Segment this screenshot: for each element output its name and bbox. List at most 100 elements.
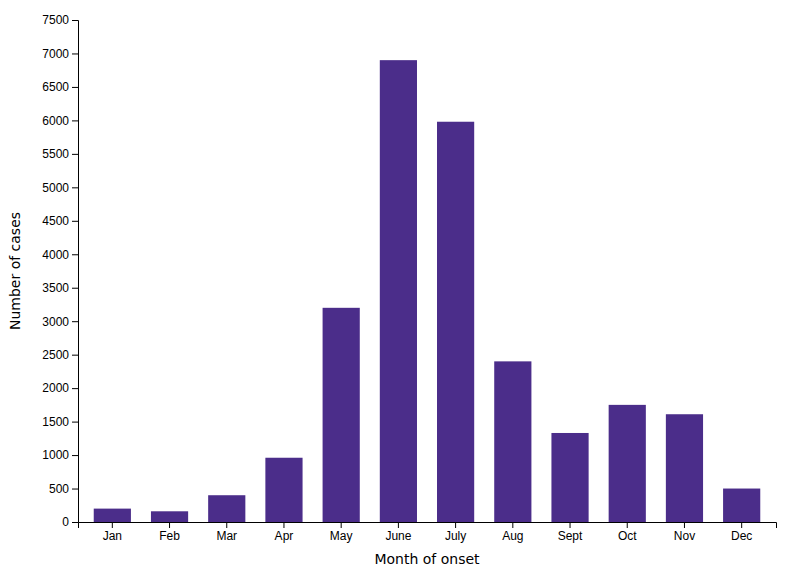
tick-mark: [72, 154, 78, 155]
tick-mark: [72, 522, 78, 523]
tick-label: 7500: [42, 13, 69, 27]
tick-label: 4500: [42, 214, 69, 228]
plot: Jan Feb Mar Apr May June July Aug Sept Oct Nov Dec 0…: [42, 13, 776, 542]
tick-mark: [72, 422, 78, 423]
tick-label: 6500: [42, 80, 69, 94]
tick: Apr: [275, 522, 294, 543]
bar: [380, 60, 417, 522]
tick-mark: [72, 221, 78, 222]
tick-label: Dec: [731, 529, 752, 543]
tick-label: 2000: [42, 381, 69, 395]
tick-label: June: [385, 529, 411, 543]
bar: [551, 433, 588, 522]
tick: 5000: [42, 181, 78, 195]
y-axis: 0 500 1000 1500 2000 2500 3000 3500 4000 4500 5000…: [42, 13, 78, 529]
tick: 3000: [42, 315, 78, 329]
tick: 6000: [42, 114, 78, 128]
tick-mark: [741, 522, 742, 528]
tick-mark: [341, 522, 342, 528]
bar: [666, 414, 703, 522]
tick-label: 1000: [42, 448, 69, 462]
tick-label: Nov: [674, 529, 695, 543]
tick: 0: [62, 515, 78, 529]
tick-mark: [627, 522, 628, 528]
tick: 1000: [42, 448, 78, 462]
tick-mark: [72, 20, 78, 21]
tick-mark: [72, 87, 78, 88]
tick-label: July: [445, 529, 466, 543]
bar: [151, 511, 188, 522]
bar: [94, 509, 131, 522]
tick: Sept: [558, 522, 583, 543]
tick: 5500: [42, 147, 78, 161]
bar: [265, 458, 302, 522]
tick: May: [330, 522, 353, 543]
bar: [494, 361, 531, 522]
y-axis-title: Number of cases: [7, 212, 23, 330]
tick: 2000: [42, 381, 78, 395]
tick: July: [445, 522, 466, 543]
tick-mark: [112, 522, 113, 528]
x-axis: Jan Feb Mar Apr May June July Aug Sept Oct Nov Dec: [79, 522, 777, 543]
tick-label: 4000: [42, 248, 69, 262]
tick: Nov: [674, 522, 695, 543]
tick-label: Feb: [159, 529, 180, 543]
tick-label: Aug: [502, 529, 523, 543]
tick: Feb: [159, 522, 180, 543]
tick-mark: [684, 522, 685, 528]
tick: 500: [49, 482, 78, 496]
tick-mark: [72, 355, 78, 356]
tick-label: 0: [62, 515, 69, 529]
tick-mark: [455, 522, 456, 528]
tick-label: 3000: [42, 315, 69, 329]
bar: [208, 495, 245, 522]
tick-mark: [72, 187, 78, 188]
axis-domain: [72, 21, 79, 523]
tick-mark: [72, 254, 78, 255]
tick: Mar: [216, 522, 237, 543]
tick: 3500: [42, 281, 78, 295]
tick-label: Apr: [275, 529, 294, 543]
tick: June: [385, 522, 411, 543]
bar: [723, 489, 760, 522]
tick: 2500: [42, 348, 78, 362]
tick-label: Mar: [216, 529, 237, 543]
tick: 1500: [42, 415, 78, 429]
bar: [609, 405, 646, 522]
tick-label: 5500: [42, 147, 69, 161]
tick: 7500: [42, 13, 78, 27]
tick: 4500: [42, 214, 78, 228]
tick-label: Sept: [558, 529, 583, 543]
tick: 7000: [42, 47, 78, 61]
tick-mark: [512, 522, 513, 528]
chart: Jan Feb Mar Apr May June July Aug Sept Oct Nov Dec 0…: [0, 0, 800, 578]
tick-mark: [72, 321, 78, 322]
tick-label: Oct: [618, 529, 637, 543]
tick-label: 6000: [42, 114, 69, 128]
tick-label: 2500: [42, 348, 69, 362]
tick-label: May: [330, 529, 353, 543]
tick-label: 5000: [42, 181, 69, 195]
tick-mark: [72, 388, 78, 389]
tick: Jan: [103, 522, 122, 543]
tick-label: 500: [49, 482, 69, 496]
tick-mark: [72, 53, 78, 54]
tick-label: 7000: [42, 47, 69, 61]
bars: [94, 60, 761, 522]
tick-mark: [72, 455, 78, 456]
tick-mark: [570, 522, 571, 528]
x-axis-title: Month of onset: [374, 551, 480, 567]
tick: 4000: [42, 248, 78, 262]
tick-label: 1500: [42, 415, 69, 429]
tick-mark: [72, 288, 78, 289]
tick-mark: [283, 522, 284, 528]
tick: Dec: [731, 522, 752, 543]
tick-mark: [398, 522, 399, 528]
tick-label: Jan: [103, 529, 122, 543]
bar: [323, 308, 360, 522]
tick-mark: [72, 489, 78, 490]
tick: Oct: [618, 522, 637, 543]
tick-label: 3500: [42, 281, 69, 295]
tick-mark: [72, 120, 78, 121]
tick: Aug: [502, 522, 523, 543]
